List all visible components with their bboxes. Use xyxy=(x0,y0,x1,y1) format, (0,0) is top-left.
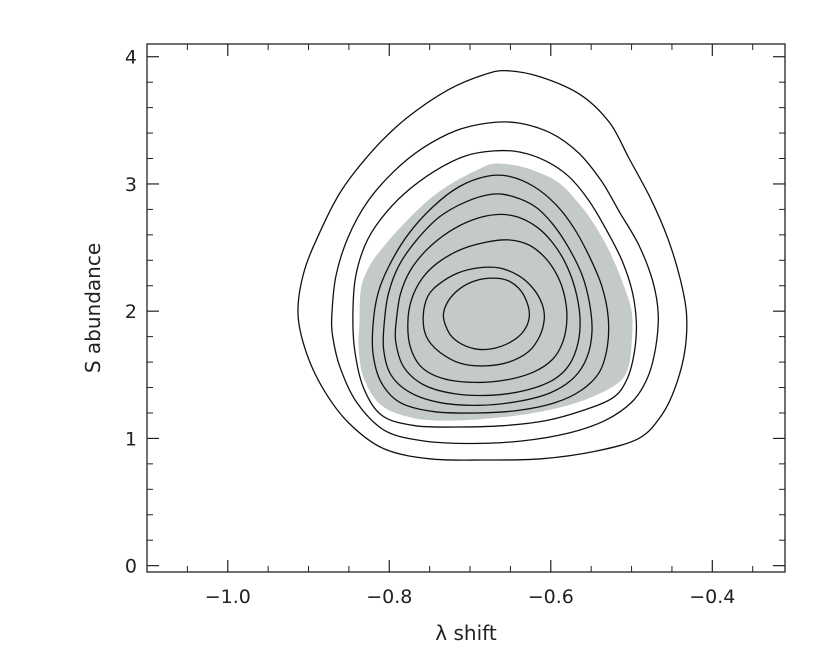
contour-line-1 xyxy=(297,69,688,461)
contour-line-8 xyxy=(422,266,546,367)
axis-ticks-layer xyxy=(146,44,785,572)
y-tick-label: 3 xyxy=(125,174,137,196)
y-tick-label: 1 xyxy=(125,428,137,450)
y-tick-label: 0 xyxy=(125,556,137,578)
y-tick-label: 4 xyxy=(125,47,137,69)
x-tick-label: −0.4 xyxy=(689,586,735,608)
contour-line-3 xyxy=(352,149,638,428)
y-axis-label: S abundance xyxy=(81,243,105,373)
x-tick-label: −0.6 xyxy=(528,586,574,608)
contour-line-5 xyxy=(382,193,593,406)
contour-line-9 xyxy=(442,277,531,351)
x-axis-label: λ shift xyxy=(435,621,497,645)
plot-frame xyxy=(146,43,786,573)
contour-line-4 xyxy=(371,174,610,414)
contour-line-2 xyxy=(330,121,659,445)
y-tick-label: 2 xyxy=(125,301,137,323)
contour-line-6 xyxy=(394,213,581,397)
x-tick-label: −1.0 xyxy=(205,586,251,608)
contour-line-7 xyxy=(407,239,568,384)
x-tick-label: −0.8 xyxy=(366,586,412,608)
contour-lines-layer xyxy=(297,69,688,461)
tick-labels-layer: −1.0 −0.8 −0.6 −0.4 0 1 2 3 4 xyxy=(125,47,735,608)
